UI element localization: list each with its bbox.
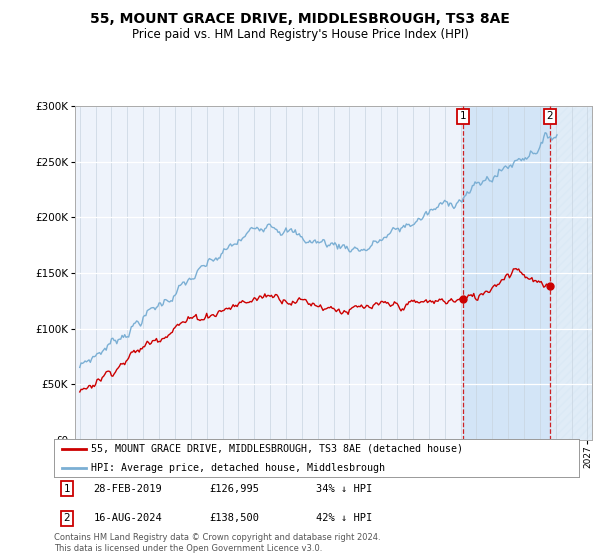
Text: £138,500: £138,500: [209, 513, 259, 523]
Text: 28-FEB-2019: 28-FEB-2019: [94, 484, 162, 494]
Text: 1: 1: [460, 111, 466, 122]
Text: Price paid vs. HM Land Registry's House Price Index (HPI): Price paid vs. HM Land Registry's House …: [131, 28, 469, 41]
Text: 16-AUG-2024: 16-AUG-2024: [94, 513, 162, 523]
Text: 34% ↓ HPI: 34% ↓ HPI: [317, 484, 373, 494]
Text: 42% ↓ HPI: 42% ↓ HPI: [317, 513, 373, 523]
Text: HPI: Average price, detached house, Middlesbrough: HPI: Average price, detached house, Midd…: [91, 463, 385, 473]
Text: 2: 2: [547, 111, 553, 122]
Bar: [550, 106, 592, 440]
Text: £126,995: £126,995: [209, 484, 259, 494]
Bar: [463, 106, 550, 440]
Text: 55, MOUNT GRACE DRIVE, MIDDLESBROUGH, TS3 8AE: 55, MOUNT GRACE DRIVE, MIDDLESBROUGH, TS…: [90, 12, 510, 26]
Text: 1: 1: [64, 484, 70, 494]
Text: 55, MOUNT GRACE DRIVE, MIDDLESBROUGH, TS3 8AE (detached house): 55, MOUNT GRACE DRIVE, MIDDLESBROUGH, TS…: [91, 444, 463, 454]
Text: Contains HM Land Registry data © Crown copyright and database right 2024.
This d: Contains HM Land Registry data © Crown c…: [54, 533, 380, 553]
Text: 2: 2: [64, 513, 70, 523]
